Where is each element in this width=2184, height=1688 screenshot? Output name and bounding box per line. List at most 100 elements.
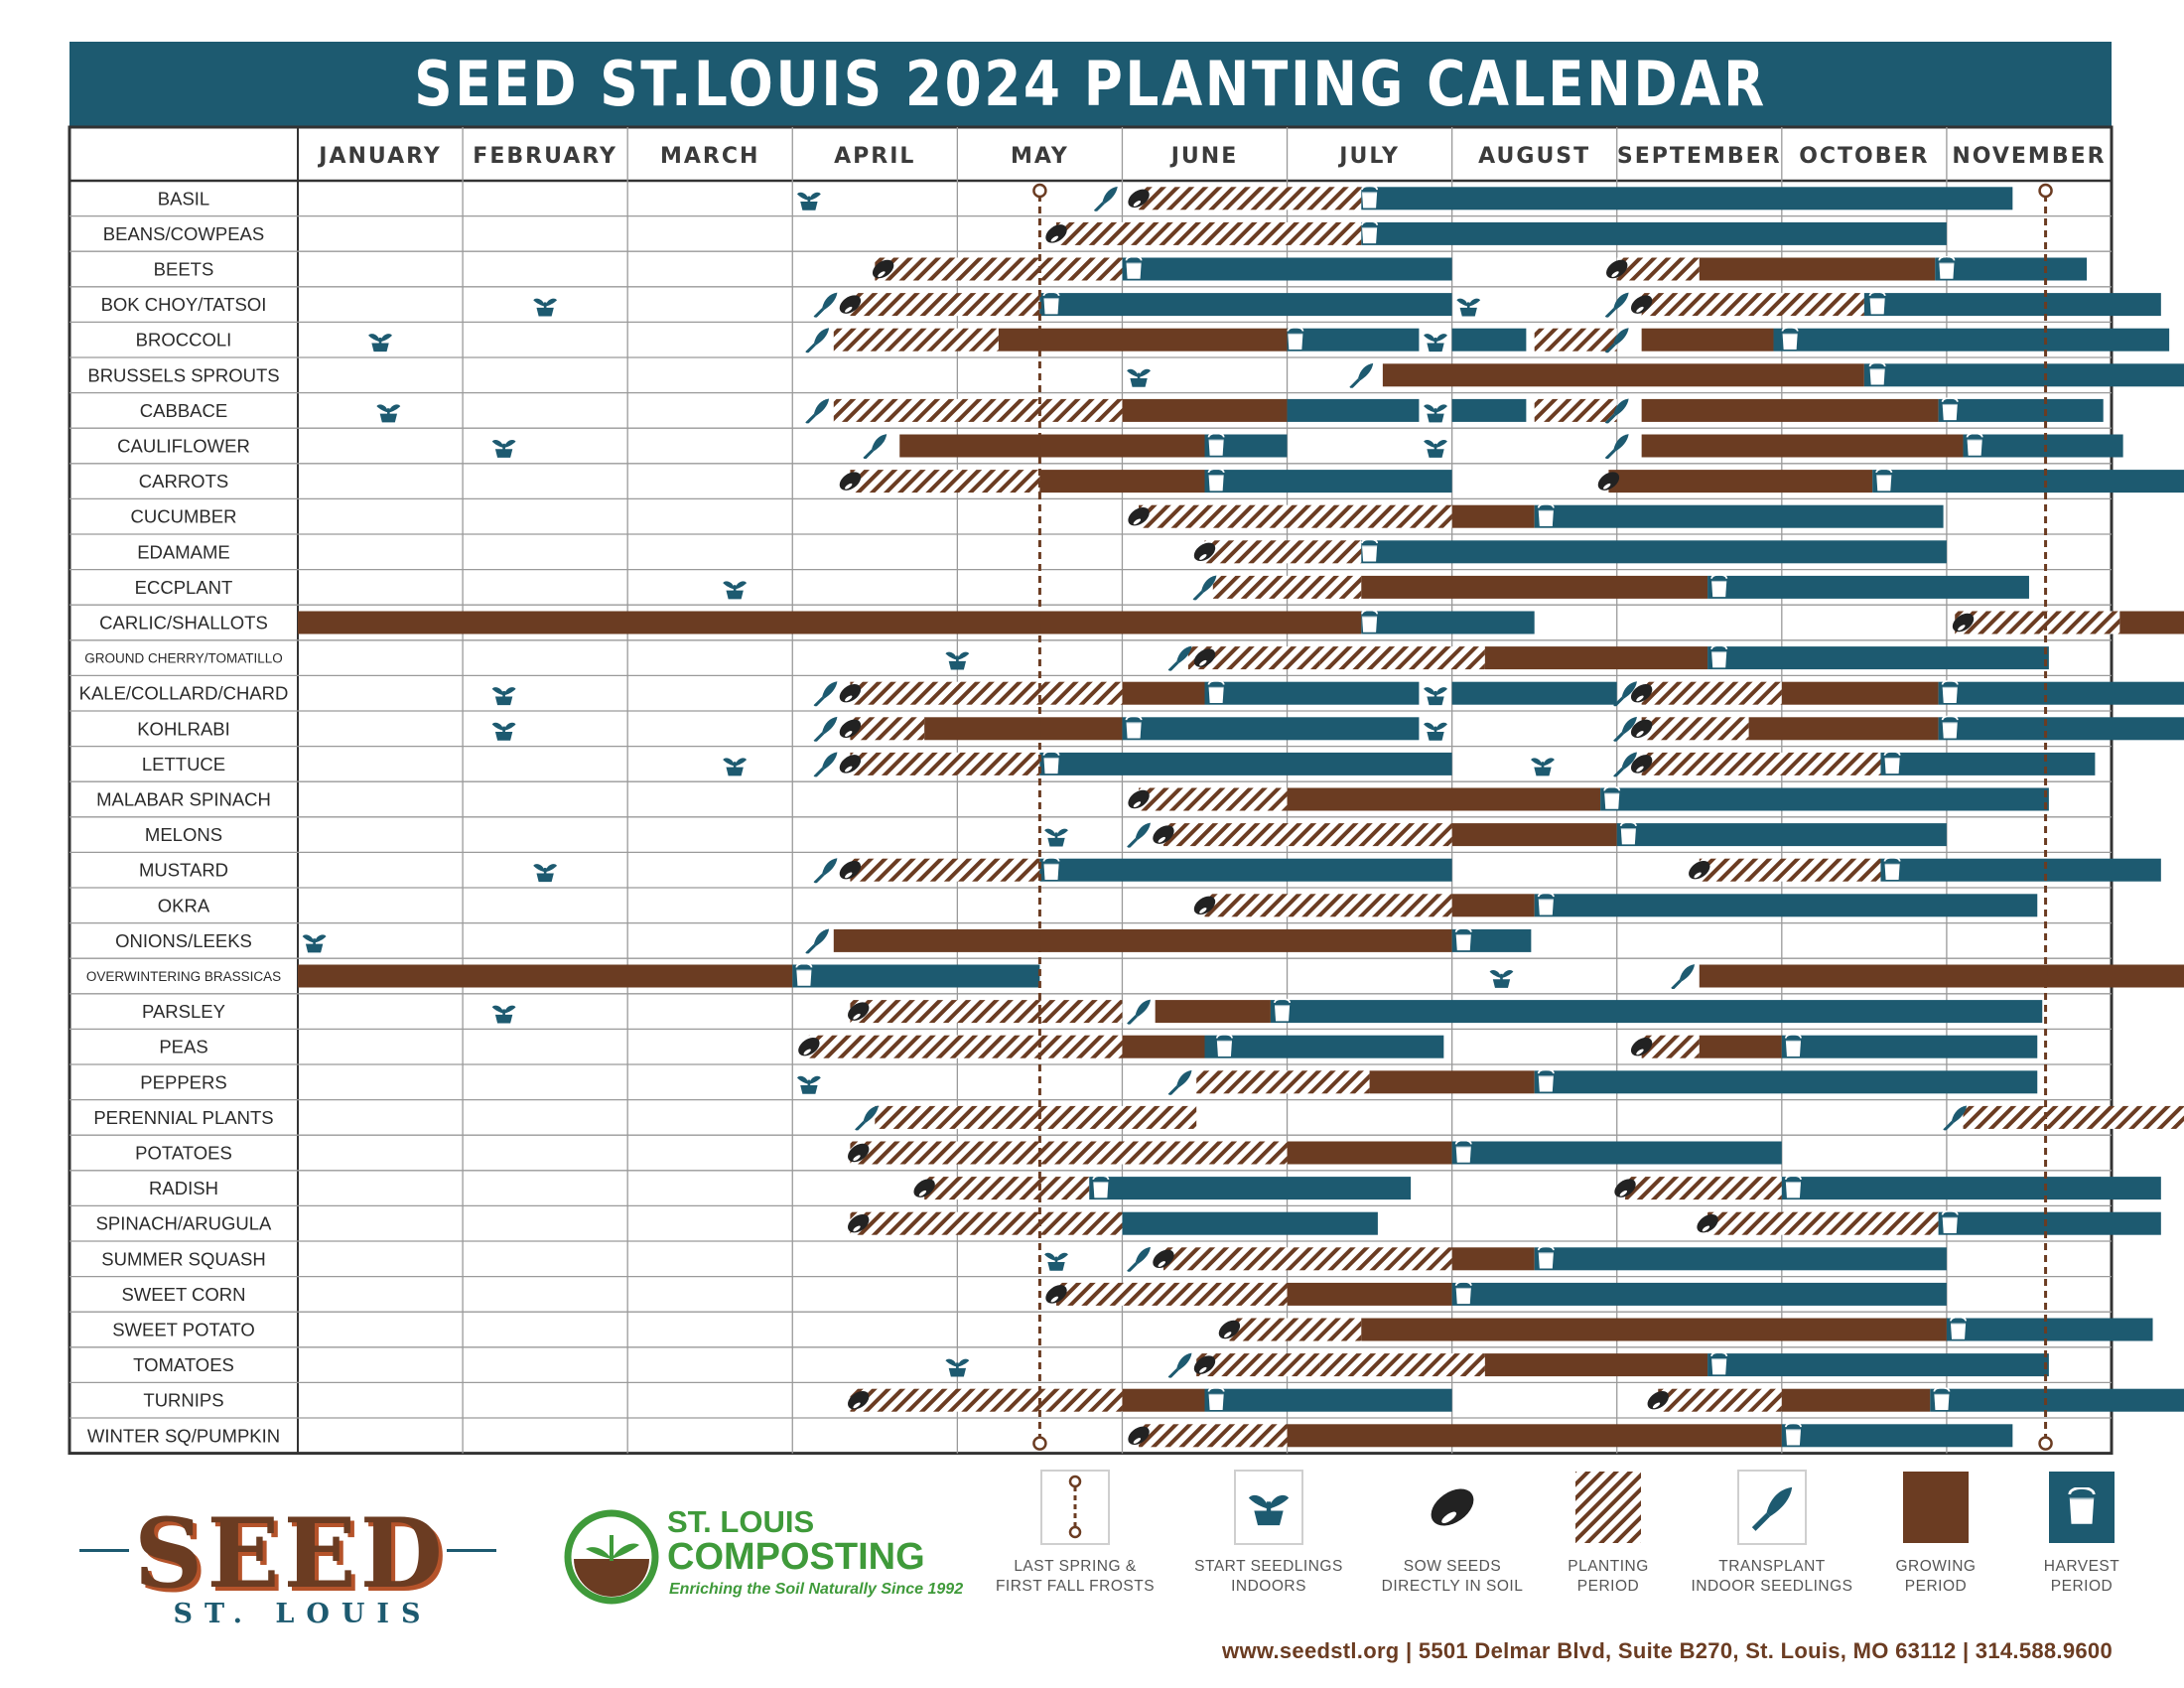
harvest-bar-carrots [1204, 470, 1452, 493]
planting-bar-kohlrabi [1641, 717, 1749, 741]
growing-bar-okra [1451, 894, 1535, 917]
growing-bar-brussels-sprouts [1382, 363, 1864, 387]
frost-line-icon [1040, 1470, 1110, 1545]
harvest-bar-potatoes [1451, 1141, 1782, 1165]
growing-bar-kohlrabi [924, 717, 1123, 741]
bucket-icon [1537, 1068, 1555, 1093]
planting-bar-broccoli [833, 328, 999, 352]
legend-planting-line1: PLANTING [1568, 1558, 1649, 1575]
growing-bar-ground-cherry-tomatillo [1484, 646, 1708, 670]
harvest-bar-beets [1935, 257, 2088, 281]
growing-bar-cucumber [1451, 504, 1535, 528]
crop-label-edamame: EDAMAME [137, 541, 230, 562]
bucket-icon [1361, 185, 1379, 210]
bucket-icon [2047, 1470, 2116, 1545]
growing-bar-carlic-shallots [2119, 611, 2184, 634]
growing-bar-cabbace [1641, 398, 1939, 422]
bucket-icon [1941, 397, 1959, 422]
legend-harvest-line1: HARVEST [2043, 1558, 2120, 1575]
harvest-bar-cauliflower [1204, 434, 1288, 458]
crop-label-broccoli: BROCCOLI [136, 330, 232, 351]
legend-planting: PLANTING PERIOD [1524, 1470, 1693, 1597]
crop-label-carlic-shallots: CARLIC/SHALLOTS [99, 613, 268, 633]
crop-label-perennial-plants: PERENNIAL PLANTS [93, 1107, 273, 1128]
composting-tagline: Enriching the Soil Naturally Since 1992 [669, 1581, 964, 1598]
harvest-bar-lettuce [1880, 752, 2096, 775]
planting-bar-spinach-arugula [1707, 1211, 1939, 1235]
month-header-may: MAY [1011, 144, 1069, 169]
legend-sow-line2: DIRECTLY IN SOIL [1381, 1578, 1524, 1595]
harvest-bar-cabbace [1938, 398, 2104, 422]
bucket-icon [1454, 1281, 1472, 1306]
legend-transplant-line2: INDOOR SEEDLINGS [1691, 1578, 1853, 1595]
bucket-icon [1966, 433, 1983, 457]
planting-bar-sweet-potato [1229, 1318, 1362, 1341]
bucket-icon [1125, 715, 1143, 740]
crop-label-radish: RADISH [149, 1178, 218, 1198]
logo-rule-right [447, 1549, 496, 1552]
page-title: SEED ST.LOUIS 2024 PLANTING CALENDAR [414, 48, 1767, 120]
harvest-bar-malabar-spinach [1600, 787, 2049, 811]
month-header-october: OCTOBER [1799, 144, 1929, 169]
crop-label-cabbace: CABBACE [140, 400, 227, 421]
bucket-icon [1941, 1210, 1959, 1234]
growing-bar-summer-squash [1451, 1247, 1535, 1271]
planting-bar-kale-collard-chard [850, 681, 1123, 705]
growing-bar-kohlrabi [1748, 717, 1939, 741]
month-header-july: JULY [1337, 144, 1400, 169]
seed-icon [1418, 1470, 1487, 1545]
growing-bar-melons [1451, 823, 1617, 847]
harvest-bar-cabbace [1287, 398, 1420, 422]
crop-label-peas: PEAS [159, 1037, 207, 1057]
bucket-icon [1207, 680, 1225, 704]
bucket-icon [1361, 220, 1379, 245]
planting-bar-ground-cherry-tomatillo [1319, 646, 1485, 670]
harvest-bar-kale-collard-chard [1451, 681, 1617, 705]
bucket-icon [1207, 433, 1225, 457]
last-spring-frost-line-bottom-marker [1032, 1436, 1047, 1451]
bucket-icon [1454, 1140, 1472, 1164]
harvest-bar-sweet-potato [1946, 1318, 2153, 1341]
planting-bar-radish [924, 1177, 1090, 1200]
growing-bar-parsley [1155, 1000, 1271, 1024]
planting-bar-tomatoes [1196, 1353, 1320, 1377]
bucket-icon [1042, 291, 1060, 316]
planting-bar-mustard [1699, 858, 1881, 882]
planting-bar-carlic-shallots [1955, 611, 2120, 634]
planting-bar-lettuce [850, 752, 1040, 775]
harvest-bar-kale-collard-chard [1938, 681, 2184, 705]
title-bar: SEED ST.LOUIS 2024 PLANTING CALENDAR [69, 42, 2112, 127]
crop-label-kale-collard-chard: KALE/COLLARD/CHARD [79, 683, 289, 704]
crop-label-eccplant: ECCPLANT [135, 577, 233, 598]
growing-bar-kale-collard-chard [1122, 681, 1205, 705]
harvest-bar-eccplant [1707, 575, 2029, 599]
harvest-bar-bok-choy-tatsoi [1039, 293, 1452, 317]
legend-seedling-line1: START SEEDLINGS [1194, 1558, 1343, 1575]
planting-bar-perennial-plants [875, 1105, 1197, 1129]
harvest-bar-mustard [1880, 858, 2161, 882]
bucket-icon [1361, 538, 1379, 563]
legend-planting-line2: PERIOD [1576, 1578, 1640, 1595]
seed-logo-subtitle: ST. LOUIS [173, 1599, 433, 1629]
growing-bar-carrots [1608, 470, 1873, 493]
planting-bar-spinach-arugula [850, 1211, 1123, 1235]
growing-bar-cabbace [1122, 398, 1288, 422]
composting-globe-icon [564, 1509, 659, 1605]
growing-bar-sweet-corn [1287, 1282, 1452, 1306]
growing-bar-overwintering-brassicas [298, 964, 793, 988]
harvest-bar-basil [1361, 187, 2013, 211]
planting-bar-peas [1641, 1035, 1700, 1058]
legend-growing-line2: PERIOD [1904, 1578, 1968, 1595]
composting-logo-line2: COMPOSTING [667, 1536, 925, 1578]
crop-label-basil: BASIL [158, 188, 209, 209]
logo-rule-left [79, 1549, 129, 1552]
hatch-icon [1573, 1470, 1643, 1545]
harvest-bar-peas [1781, 1035, 2038, 1058]
harvest-bar-spinach-arugula [1938, 1211, 2161, 1235]
harvest-bar-carrots [1872, 470, 2184, 493]
harvest-bar-onions-leeks [1451, 928, 1532, 952]
crop-label-brussels-sprouts: BRUSSELS SPROUTS [87, 364, 279, 385]
planting-bar-lettuce [1641, 752, 1881, 775]
planting-bar-bok-choy-tatsoi [850, 293, 1040, 317]
harvest-bar-broccoli [1773, 328, 2170, 352]
